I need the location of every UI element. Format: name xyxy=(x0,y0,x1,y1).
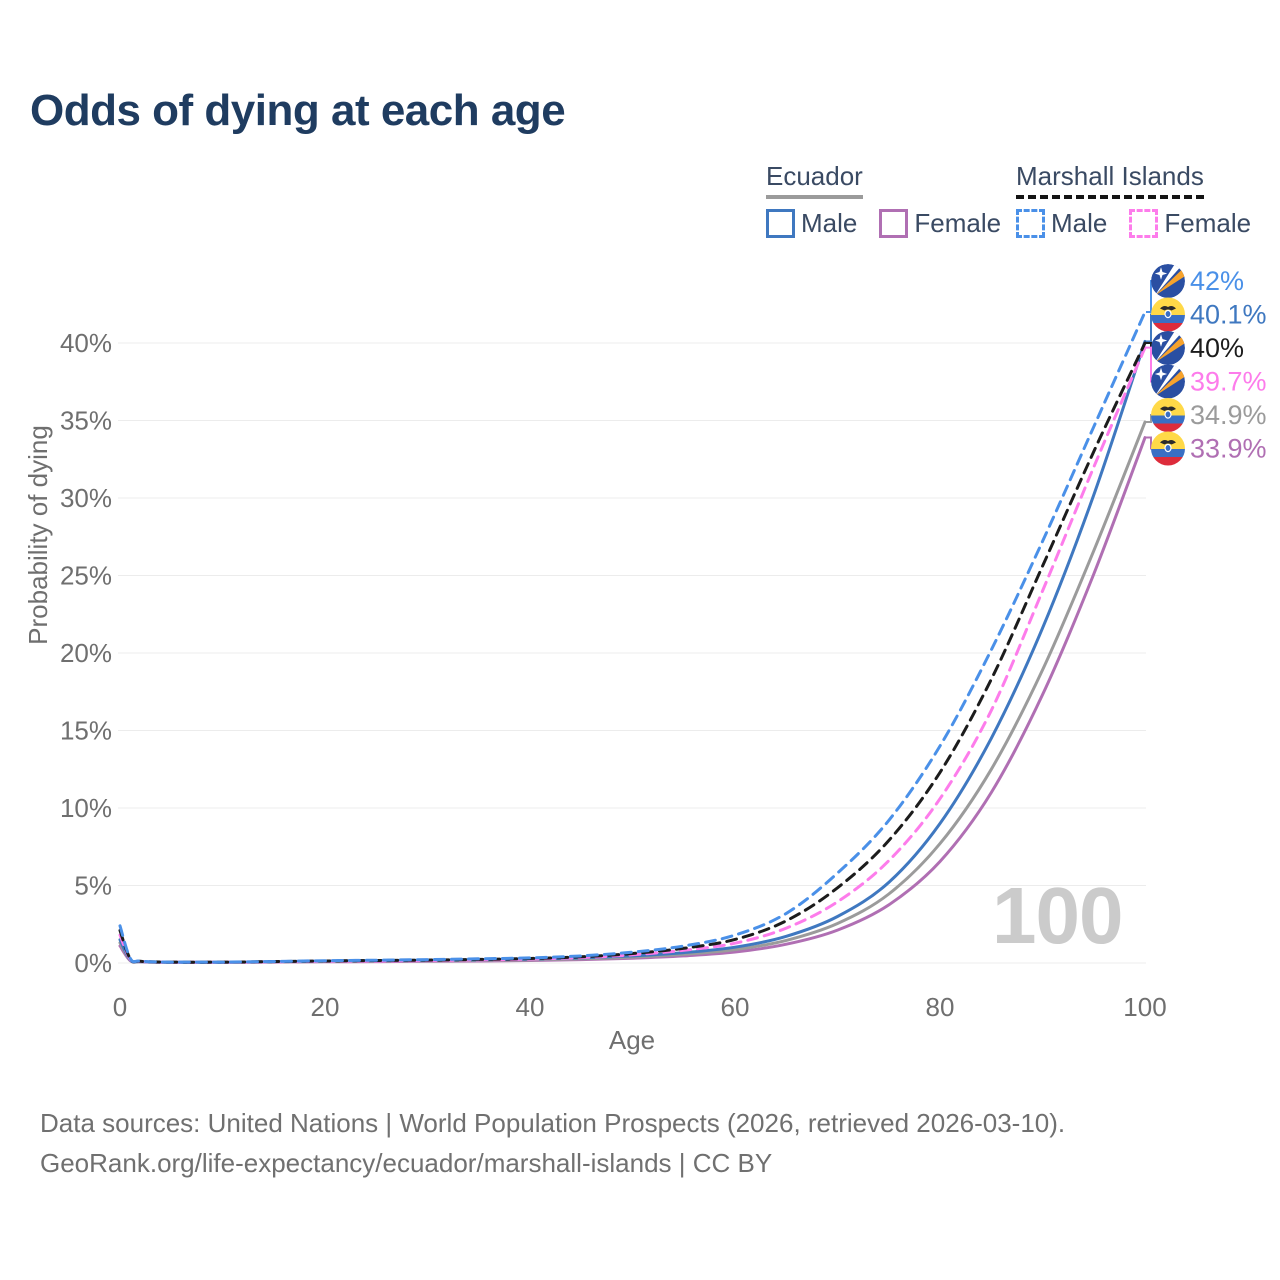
legend-group-marshall-islands: Marshall Islands Male Female xyxy=(1016,161,1251,239)
x-tick-label: 100 xyxy=(1123,992,1166,1022)
marshall-male-swatch-icon xyxy=(1016,209,1045,238)
legend-title-ecuador: Ecuador xyxy=(766,161,863,199)
legend-label-marshall-female: Female xyxy=(1164,208,1252,238)
legend-item-marshall-female: Female xyxy=(1129,208,1251,239)
y-tick-label: 25% xyxy=(60,561,112,591)
ecuador-female-swatch-icon xyxy=(879,209,909,238)
legend-group-ecuador: Ecuador Male Female xyxy=(766,161,1001,239)
x-axis-label: Age xyxy=(609,1025,655,1055)
marshall-female-swatch-icon xyxy=(1129,209,1159,238)
legend-title-marshall-islands: Marshall Islands xyxy=(1016,161,1204,199)
y-tick-label: 20% xyxy=(60,638,112,668)
y-tick-label: 40% xyxy=(60,328,112,358)
x-tick-label: 40 xyxy=(516,992,545,1022)
age-counter-watermark: 100 xyxy=(992,871,1123,960)
value-label-mi_male: 42% xyxy=(1190,266,1244,296)
value-label-ec_female: 33.9% xyxy=(1190,434,1267,464)
y-tick-label: 5% xyxy=(74,871,112,901)
series-line-mi_male xyxy=(118,310,1147,964)
attribution-line: GeoRank.org/life-expectancy/ecuador/mars… xyxy=(40,1148,773,1178)
x-tick-label: 20 xyxy=(311,992,340,1022)
y-axis-label: Probability of dying xyxy=(23,425,53,645)
data-source-line: Data sources: United Nations | World Pop… xyxy=(40,1108,1066,1138)
y-tick-label: 0% xyxy=(74,948,112,978)
value-label-mi_female: 39.7% xyxy=(1190,367,1267,397)
marshall-islands-flag-icon xyxy=(1151,264,1185,298)
value-label-ec_total: 34.9% xyxy=(1190,400,1267,430)
legend-label-ecuador-female: Female xyxy=(914,208,1002,238)
value-label-mi_total: 40% xyxy=(1190,333,1244,363)
x-tick-label: 60 xyxy=(721,992,750,1022)
marshall-islands-flag-icon xyxy=(1151,365,1185,399)
marshall-islands-flag-icon xyxy=(1151,331,1185,365)
ecuador-male-swatch-icon xyxy=(766,209,795,238)
legend-label-ecuador-male: Male xyxy=(801,208,858,238)
ecuador-flag-icon xyxy=(1151,398,1185,433)
legend-label-marshall-male: Male xyxy=(1051,208,1108,238)
page-title: Odds of dying at each age xyxy=(30,86,566,135)
y-tick-label: 30% xyxy=(60,483,112,513)
ecuador-flag-icon xyxy=(1151,432,1185,467)
legend-item-ecuador-female: Female xyxy=(879,208,1001,239)
value-label-ec_male: 40.1% xyxy=(1190,300,1267,330)
y-tick-label: 15% xyxy=(60,716,112,746)
x-tick-label: 0 xyxy=(113,992,127,1022)
y-tick-label: 10% xyxy=(60,793,112,823)
y-tick-label: 35% xyxy=(60,406,112,436)
legend-item-ecuador-male: Male xyxy=(766,208,857,239)
series-line-ec_male xyxy=(118,339,1147,964)
ecuador-flag-icon xyxy=(1151,298,1185,333)
x-tick-label: 80 xyxy=(926,992,955,1022)
legend-item-marshall-male: Male xyxy=(1016,208,1107,239)
